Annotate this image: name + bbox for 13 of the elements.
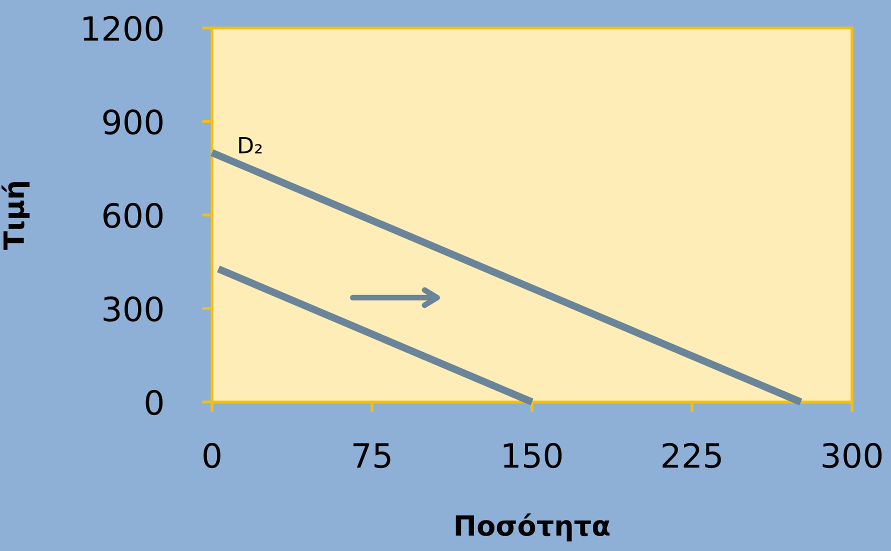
y-tick-label: 900 bbox=[103, 109, 163, 135]
x-tick-label: 150 bbox=[504, 442, 562, 468]
y-axis-title: Τιμή bbox=[2, 182, 30, 250]
x-tick-label: 0 bbox=[204, 442, 220, 468]
x-tick-label: 75 bbox=[354, 443, 390, 468]
y-tick-label: 1200 bbox=[84, 16, 163, 42]
y-tick-label: 600 bbox=[103, 202, 163, 228]
y-tick-label: 0 bbox=[146, 390, 163, 416]
x-axis-title: Ποσότητα bbox=[456, 513, 610, 542]
series-label: D₂ bbox=[239, 137, 262, 154]
y-tick-label: 300 bbox=[104, 296, 163, 322]
x-tick-label: 300 bbox=[822, 442, 882, 468]
x-tick-label: 225 bbox=[662, 442, 721, 468]
